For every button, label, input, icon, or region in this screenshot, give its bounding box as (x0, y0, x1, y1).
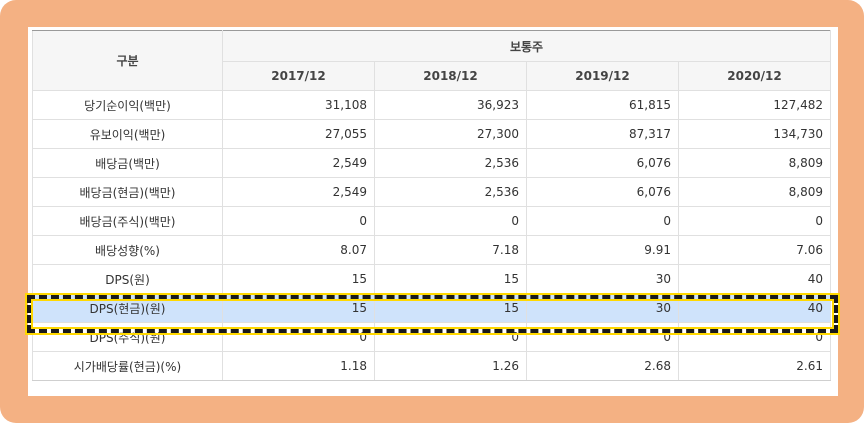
table-cell: 7.18 (374, 235, 527, 265)
table-cell: 8,809 (678, 148, 831, 178)
table-row: 배당금(주식)(백만) 0 0 0 0 (32, 206, 831, 236)
row-label: 시가배당률(현금)(%) (32, 351, 223, 381)
table-cell: 0 (678, 322, 831, 352)
table-cell: 87,317 (526, 119, 679, 149)
table-cell: 30 (526, 293, 679, 323)
table-cell: 27,300 (374, 119, 527, 149)
year-header: 2020/12 (678, 61, 831, 91)
table-cell: 2,536 (374, 177, 527, 207)
table-cell: 40 (678, 293, 831, 323)
table-cell: 2,536 (374, 148, 527, 178)
table-row: DPS(원) 15 15 30 40 (32, 264, 831, 294)
table-cell: 8,809 (678, 177, 831, 207)
table-body: 당기순이익(백만) 31,108 36,923 61,815 127,482 유보이익(백… (32, 90, 831, 381)
header-row-group: 구분 보통주 (32, 30, 831, 91)
table-cell: 2.61 (678, 351, 831, 381)
table-cell: 134,730 (678, 119, 831, 149)
table-row: 배당성향(%) 8.07 7.18 9.91 7.06 (32, 235, 831, 265)
table-cell: 2,549 (222, 148, 375, 178)
table-row: 유보이익(백만) 27,055 27,300 87,317 134,730 (32, 119, 831, 149)
row-label: DPS(주식)(원) (32, 322, 223, 352)
table-cell: 127,482 (678, 90, 831, 120)
table-cell: 9.91 (526, 235, 679, 265)
table-cell: 7.06 (678, 235, 831, 265)
group-header: 보통주 (222, 30, 831, 62)
table-cell: 0 (526, 206, 679, 236)
table-cell: 15 (222, 293, 375, 323)
table-cell: 6,076 (526, 148, 679, 178)
table-cell: 0 (374, 206, 527, 236)
row-label: 배당성향(%) (32, 235, 223, 265)
table-cell: 0 (678, 206, 831, 236)
row-label: DPS(원) (32, 264, 223, 294)
row-label: 유보이익(백만) (32, 119, 223, 149)
table-cell: 40 (678, 264, 831, 294)
table-cell: 15 (222, 264, 375, 294)
row-label: 배당금(주식)(백만) (32, 206, 223, 236)
table-cell: 0 (526, 322, 679, 352)
year-header: 2019/12 (526, 61, 679, 91)
row-label: 배당금(현금)(백만) (32, 177, 223, 207)
table-cell: 15 (374, 293, 527, 323)
table-cell: 8.07 (222, 235, 375, 265)
table-cell: 6,076 (526, 177, 679, 207)
table-cell: 2.68 (526, 351, 679, 381)
table-cell: 2,549 (222, 177, 375, 207)
table-cell: 0 (374, 322, 527, 352)
header-row-years: 2017/12 2018/12 2019/12 2020/12 (33, 61, 831, 91)
table-row: 배당금(백만) 2,549 2,536 6,076 8,809 (32, 148, 831, 178)
row-label: DPS(현금)(원) (32, 293, 223, 323)
row-label: 당기순이익(백만) (32, 90, 223, 120)
table-cell: 27,055 (222, 119, 375, 149)
table-cell: 36,923 (374, 90, 527, 120)
dividend-table: 구분 보통주 2017/12 2018/12 2019/12 2020/12 당… (32, 30, 831, 381)
table-row: DPS(주식)(원) 0 0 0 0 (32, 322, 831, 352)
table-cell: 61,815 (526, 90, 679, 120)
table-cell: 0 (222, 206, 375, 236)
year-header: 2018/12 (374, 61, 527, 91)
content-panel: 구분 보통주 2017/12 2018/12 2019/12 2020/12 당… (28, 27, 838, 396)
table-row: 시가배당률(현금)(%) 1.18 1.26 2.68 2.61 (32, 351, 831, 381)
table-cell: 0 (222, 322, 375, 352)
year-header: 2017/12 (222, 61, 375, 91)
table-cell: 30 (526, 264, 679, 294)
table-row: 당기순이익(백만) 31,108 36,923 61,815 127,482 (32, 90, 831, 120)
table-row: 배당금(현금)(백만) 2,549 2,536 6,076 8,809 (32, 177, 831, 207)
table-cell: 1.26 (374, 351, 527, 381)
row-label: 배당금(백만) (32, 148, 223, 178)
table-cell: 1.18 (222, 351, 375, 381)
corner-header: 구분 (32, 30, 223, 91)
table-cell: 15 (374, 264, 527, 294)
table-row: DPS(현금)(원) 15 15 30 40 (32, 293, 831, 323)
table-cell: 31,108 (222, 90, 375, 120)
